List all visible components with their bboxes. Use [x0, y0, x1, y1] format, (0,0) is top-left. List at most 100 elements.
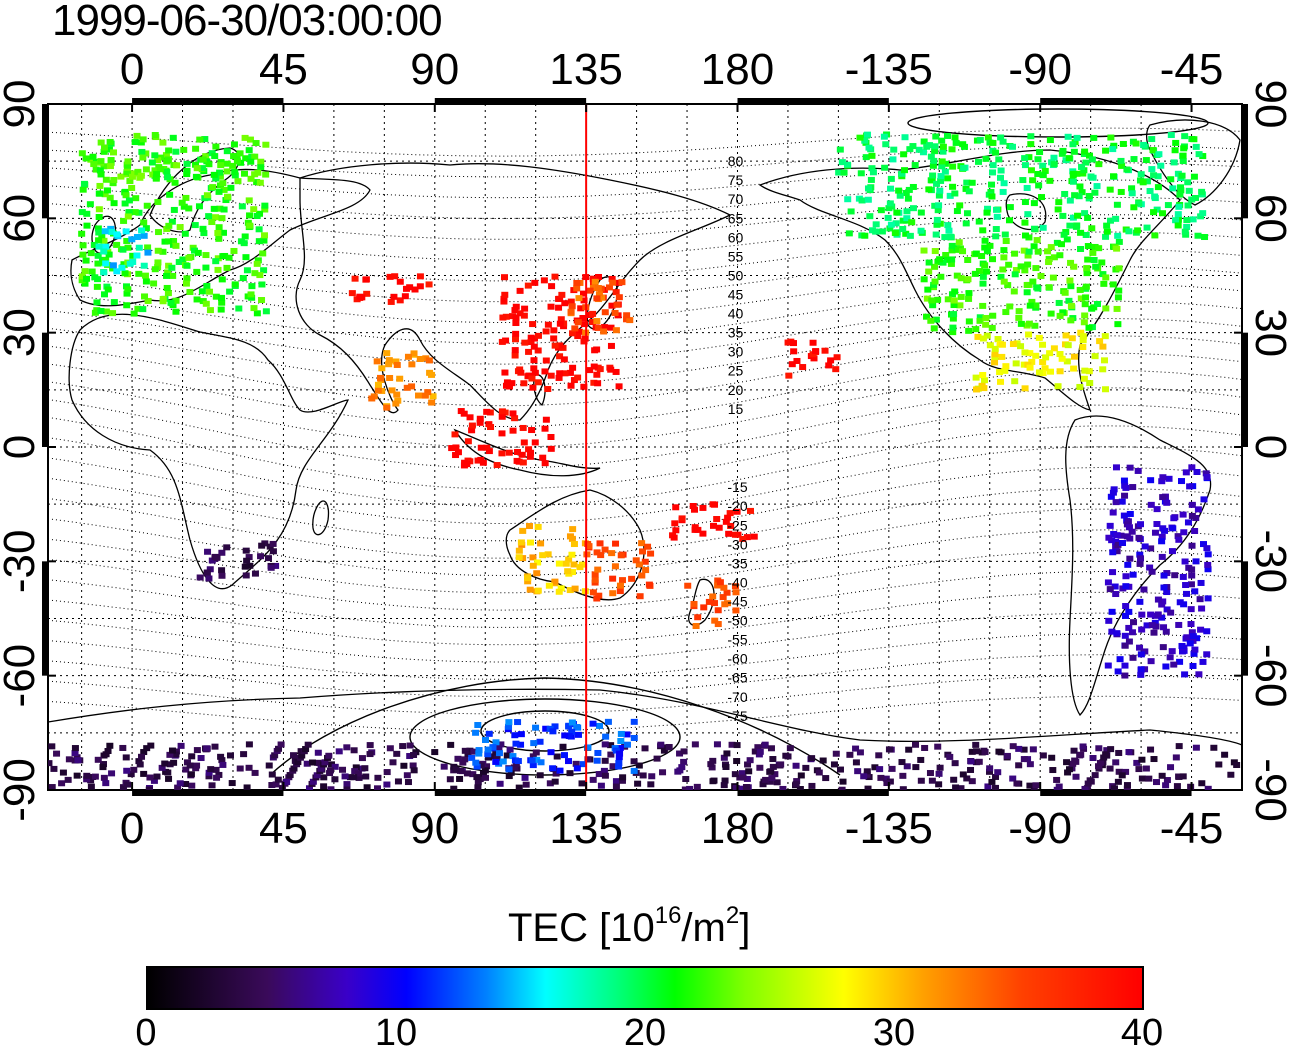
- tec-point: [951, 134, 959, 141]
- tec-point: [542, 725, 550, 732]
- tec-point: [230, 141, 238, 148]
- tec-point: [1025, 331, 1033, 338]
- tec-point: [1128, 190, 1136, 197]
- tec-point: [120, 261, 128, 268]
- tec-point: [124, 286, 132, 293]
- tec-point: [1021, 219, 1029, 226]
- tec-point: [556, 342, 564, 349]
- tec-point: [383, 350, 391, 357]
- tec-point: [1126, 464, 1134, 471]
- tec-point: [1188, 512, 1196, 519]
- tec-point: [577, 305, 585, 312]
- tec-point: [1114, 668, 1122, 675]
- tec-point: [223, 264, 231, 271]
- tec-point: [936, 256, 944, 263]
- tec-point: [872, 228, 880, 235]
- tec-point: [992, 206, 1000, 213]
- hudson-bay-outline: [1005, 193, 1047, 231]
- tec-point: [348, 290, 356, 297]
- tec-point: [1122, 573, 1130, 580]
- tec-point: [1064, 342, 1072, 349]
- tec-point: [638, 572, 646, 579]
- tec-point: [773, 779, 781, 786]
- tec-point: [1024, 252, 1032, 259]
- tec-point: [856, 749, 864, 756]
- tec-point: [594, 566, 602, 573]
- tec-point: [142, 278, 150, 285]
- tec-point: [1199, 658, 1207, 665]
- tec-point: [519, 459, 527, 466]
- tec-point: [1189, 633, 1197, 640]
- tec-point: [1159, 210, 1167, 217]
- tec-point: [138, 148, 146, 155]
- tec-point: [1039, 370, 1047, 377]
- tec-point: [411, 286, 419, 293]
- tec-point: [218, 276, 226, 283]
- tec-point: [542, 328, 550, 335]
- tec-point: [1167, 609, 1175, 616]
- tec-point: [1087, 173, 1095, 180]
- tec-point: [612, 368, 620, 375]
- tec-point: [1174, 222, 1182, 229]
- tec-point: [594, 285, 602, 292]
- tec-point: [1159, 644, 1167, 651]
- tec-point: [895, 187, 903, 194]
- tec-point: [1135, 766, 1143, 773]
- tec-point: [1071, 192, 1079, 199]
- tec-point: [597, 782, 605, 789]
- tec-point: [474, 779, 482, 786]
- tec-point: [1059, 147, 1067, 154]
- tec-point: [421, 392, 429, 399]
- north-pole-contour: [907, 108, 1209, 138]
- tec-point: [812, 348, 820, 355]
- tec-point: [83, 210, 91, 217]
- tec-point: [1203, 473, 1211, 480]
- tec-point: [212, 175, 220, 182]
- tec-point: [96, 190, 104, 197]
- tec-point: [402, 285, 410, 292]
- y-right-tick-label: -90: [1246, 758, 1292, 822]
- tec-point: [993, 213, 1001, 220]
- tec-point: [959, 141, 967, 148]
- tec-point: [94, 756, 102, 763]
- tec-point: [938, 163, 946, 170]
- tec-point: [1077, 245, 1085, 252]
- tec-point: [1099, 343, 1107, 350]
- tec-point: [164, 269, 172, 276]
- tec-point: [612, 289, 620, 296]
- tec-point: [1119, 140, 1127, 147]
- tec-point: [526, 453, 534, 460]
- tec-point: [128, 236, 136, 243]
- south-america-outline: [1065, 415, 1212, 717]
- asia-outline: [295, 162, 732, 421]
- tec-point: [612, 778, 620, 785]
- tec-point: [788, 361, 796, 368]
- tec-point: [615, 383, 623, 390]
- tec-point: [1012, 360, 1020, 367]
- tec-point: [1120, 477, 1128, 484]
- tec-point: [1102, 386, 1110, 393]
- contour-line: [48, 633, 1242, 680]
- tec-point: [680, 758, 688, 765]
- tec-point: [965, 318, 973, 325]
- tec-point: [1035, 334, 1043, 341]
- tec-point: [498, 413, 506, 420]
- tec-point: [219, 253, 227, 260]
- tec-point: [1140, 141, 1148, 148]
- tec-point: [1002, 309, 1010, 316]
- tec-point: [963, 179, 971, 186]
- tec-point: [1000, 180, 1008, 187]
- tec-point: [464, 750, 472, 757]
- tec-point: [1116, 656, 1124, 663]
- tec-point: [979, 335, 987, 342]
- tec-point: [104, 747, 112, 754]
- tec-point: [1109, 146, 1117, 153]
- madagascar-outline: [312, 500, 330, 536]
- tec-point: [594, 749, 602, 756]
- tec-point: [203, 569, 211, 576]
- tec-point: [1009, 775, 1017, 782]
- tec-point: [451, 431, 459, 438]
- tec-point: [260, 232, 268, 239]
- tec-point: [1190, 650, 1198, 657]
- tec-point: [883, 780, 891, 787]
